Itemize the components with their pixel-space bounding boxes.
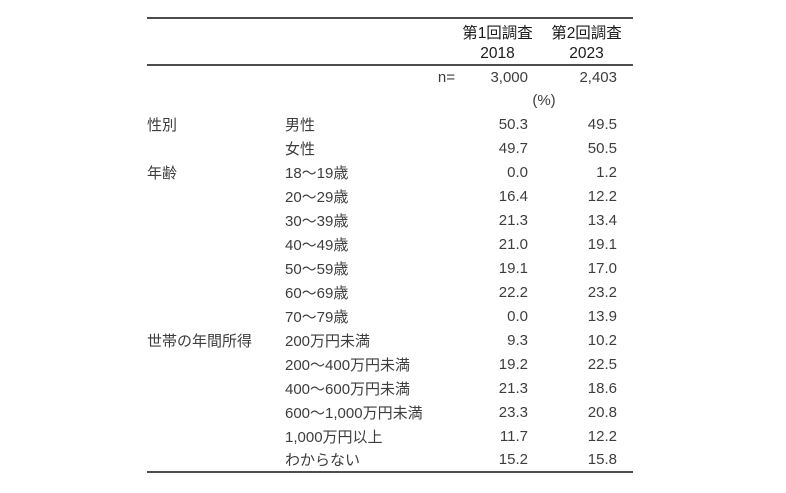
n-value-2018: 3,000	[490, 69, 528, 86]
category-label-age: 年齢	[147, 164, 178, 182]
empty-cell	[147, 352, 285, 376]
value-2018: 22.2	[498, 283, 528, 301]
empty-cell	[147, 304, 285, 328]
empty-cell	[285, 18, 455, 44]
value-2018: 0.0	[507, 307, 528, 325]
value-2018: 0.0	[507, 163, 528, 181]
table-row: 年齢 18〜19歳 0.0 1.2	[147, 160, 633, 184]
value-2023: 13.9	[587, 307, 617, 325]
column-header-year-2018: 2018	[455, 44, 540, 66]
value-2023: 15.8	[587, 451, 617, 468]
empty-cell	[147, 256, 285, 280]
table-row: 50〜59歳 19.1 17.0	[147, 256, 633, 280]
value-2018: 19.1	[498, 259, 528, 277]
table-row: 400〜600万円未満 21.3 18.6	[147, 376, 633, 400]
value-2023: 23.2	[587, 283, 617, 301]
value-2023: 17.0	[587, 259, 617, 277]
empty-cell	[147, 208, 285, 232]
value-2018: 49.7	[498, 139, 528, 157]
empty-cell	[147, 232, 285, 256]
value-2023: 10.2	[587, 331, 617, 349]
value-2018: 11.7	[499, 427, 528, 445]
percent-unit-row: (%)	[147, 89, 633, 112]
row-label: 400〜600万円未満	[285, 380, 411, 398]
column-header-year-2023: 2023	[540, 44, 633, 66]
value-2018: 19.2	[498, 355, 528, 373]
row-label: 男性	[285, 116, 316, 134]
row-label: 50〜59歳	[285, 260, 349, 278]
header-row-year: 2018 2023	[147, 44, 633, 66]
empty-cell	[147, 448, 285, 472]
table-row: 女性 49.7 50.5	[147, 136, 633, 160]
empty-cell	[147, 89, 285, 112]
table-row: 60〜69歳 22.2 23.2	[147, 280, 633, 304]
row-label: 600〜1,000万円未満	[285, 404, 423, 422]
percent-unit-label: (%)	[532, 92, 556, 109]
table-row: 30〜39歳 21.3 13.4	[147, 208, 633, 232]
value-2023: 22.5	[587, 355, 617, 373]
value-2023: 49.5	[587, 115, 617, 133]
value-2018: 15.2	[498, 451, 528, 468]
value-2018: 9.3	[507, 331, 528, 349]
table-row: 20〜29歳 16.4 12.2	[147, 184, 633, 208]
row-label: 1,000万円以上	[285, 428, 383, 446]
row-label: 18〜19歳	[285, 164, 349, 182]
category-label-gender: 性別	[147, 116, 178, 134]
table-row: 40〜49歳 21.0 19.1	[147, 232, 633, 256]
row-label: 200〜400万円未満	[285, 356, 411, 374]
empty-cell	[147, 65, 285, 89]
value-2018: 16.4	[498, 187, 528, 205]
row-label: 200万円未満	[285, 332, 371, 350]
category-label-income: 世帯の年間所得	[147, 332, 253, 350]
n-equals-label: n=	[437, 69, 455, 86]
value-2023: 12.2	[587, 427, 617, 445]
value-2018: 23.3	[498, 403, 528, 421]
empty-cell	[147, 376, 285, 400]
value-2023: 19.1	[587, 235, 617, 253]
row-label: 40〜49歳	[285, 236, 349, 254]
value-2018: 21.3	[498, 211, 528, 229]
table-row: 世帯の年間所得 200万円未満 9.3 10.2	[147, 328, 633, 352]
value-2023: 50.5	[587, 139, 617, 157]
row-label: 20〜29歳	[285, 188, 349, 206]
value-2023: 18.6	[587, 379, 617, 397]
empty-cell	[147, 18, 285, 44]
table-row: 1,000万円以上 11.7 12.2	[147, 424, 633, 448]
value-2018: 50.3	[498, 115, 528, 133]
row-label: 30〜39歳	[285, 212, 349, 230]
column-header-survey2: 第2回調査	[551, 24, 622, 42]
row-label: 女性	[285, 140, 316, 158]
value-2023: 1.2	[596, 163, 617, 181]
value-2023: 12.2	[587, 187, 617, 205]
value-2018: 21.0	[498, 235, 528, 253]
empty-cell	[147, 44, 285, 66]
table-row: 600〜1,000万円未満 23.3 20.8	[147, 400, 633, 424]
column-header-survey1: 第1回調査	[462, 24, 533, 42]
row-label: わからない	[285, 452, 361, 469]
empty-cell	[285, 89, 455, 112]
value-2023: 13.4	[587, 211, 617, 229]
table-row: 200〜400万円未満 19.2 22.5	[147, 352, 633, 376]
empty-cell	[147, 136, 285, 160]
survey-demographics-table: 第1回調査 第2回調査 2018 2023 n= 3,000 2,403	[147, 17, 633, 473]
value-2023: 20.8	[587, 403, 617, 421]
row-label: 60〜69歳	[285, 284, 349, 302]
sample-size-row: n= 3,000 2,403	[147, 65, 633, 89]
table-row: 70〜79歳 0.0 13.9	[147, 304, 633, 328]
table-row: 性別 男性 50.3 49.5	[147, 112, 633, 136]
table-row: わからない 15.2 15.8	[147, 448, 633, 472]
empty-cell	[147, 184, 285, 208]
header-row-survey: 第1回調査 第2回調査	[147, 18, 633, 44]
n-value-2023: 2,403	[579, 69, 617, 86]
empty-cell	[147, 400, 285, 424]
row-label: 70〜79歳	[285, 308, 349, 326]
survey-demographics-table-wrap: 第1回調査 第2回調査 2018 2023 n= 3,000 2,403	[147, 17, 633, 473]
empty-cell	[147, 280, 285, 304]
empty-cell	[285, 44, 455, 66]
empty-cell	[147, 424, 285, 448]
value-2018: 21.3	[498, 379, 528, 397]
